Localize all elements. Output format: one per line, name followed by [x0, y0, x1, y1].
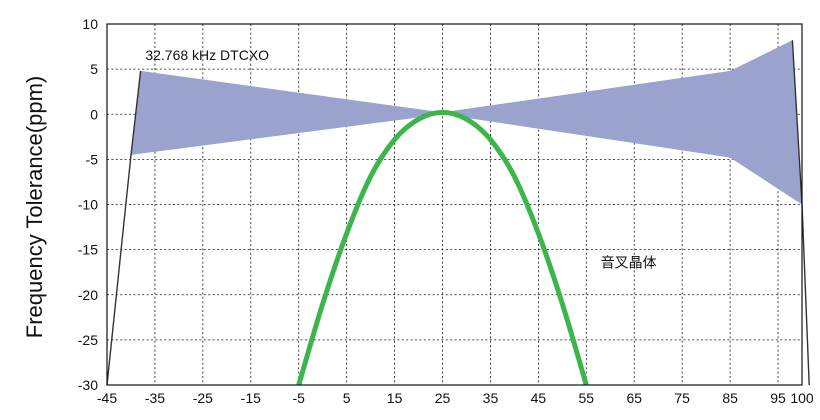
x-tick-label: 35	[483, 390, 499, 406]
x-tick-label: -15	[241, 390, 261, 406]
y-tick-label: -20	[78, 287, 98, 303]
x-tick-label: -45	[97, 390, 117, 406]
y-tick-label: -10	[78, 197, 98, 213]
x-tick-label: 5	[343, 390, 351, 406]
tick-labels: -45 -35 -25 -15 -5 5 15 25 35 45 55 65 75 85 95 100 10 5 0…	[78, 16, 814, 406]
dtcxo-edge-line	[791, 40, 810, 386]
tuning-fork-crystal-curve	[296, 109, 589, 386]
x-tick-label: 75	[674, 390, 690, 406]
annotations: 32.768 kHz DTCXO 音叉晶体	[145, 47, 656, 271]
x-tick-label: 65	[626, 390, 642, 406]
x-tick-label: -35	[145, 390, 165, 406]
x-tick-label: 100	[790, 390, 814, 406]
y-tick-label: -25	[78, 332, 98, 348]
y-tick-label: -15	[78, 242, 98, 258]
y-tick-label: 10	[82, 16, 98, 32]
x-tick-label: 45	[531, 390, 547, 406]
y-tick-label: -5	[86, 151, 99, 167]
y-tick-label: -30	[78, 377, 98, 393]
y-axis-label: Frequency Tolerance(ppm)	[22, 76, 47, 339]
x-tick-label: 55	[579, 390, 595, 406]
dtcxo-edge-line	[106, 70, 142, 386]
x-tick-label: 25	[435, 390, 451, 406]
plot-frame	[106, 23, 803, 386]
x-tick-label: 95	[770, 390, 786, 406]
x-tick-label: 85	[722, 390, 738, 406]
x-tick-label: -25	[193, 390, 213, 406]
dtcxo-annotation: 32.768 kHz DTCXO	[145, 47, 269, 63]
dtcxo-tolerance-band	[131, 40, 802, 205]
band-layer	[131, 40, 802, 205]
x-tick-label: 15	[387, 390, 403, 406]
tuning-fork-annotation: 音叉晶体	[601, 255, 657, 271]
x-tick-label: -5	[292, 390, 305, 406]
y-tick-label: 5	[90, 61, 98, 77]
y-tick-label: 0	[90, 106, 98, 122]
